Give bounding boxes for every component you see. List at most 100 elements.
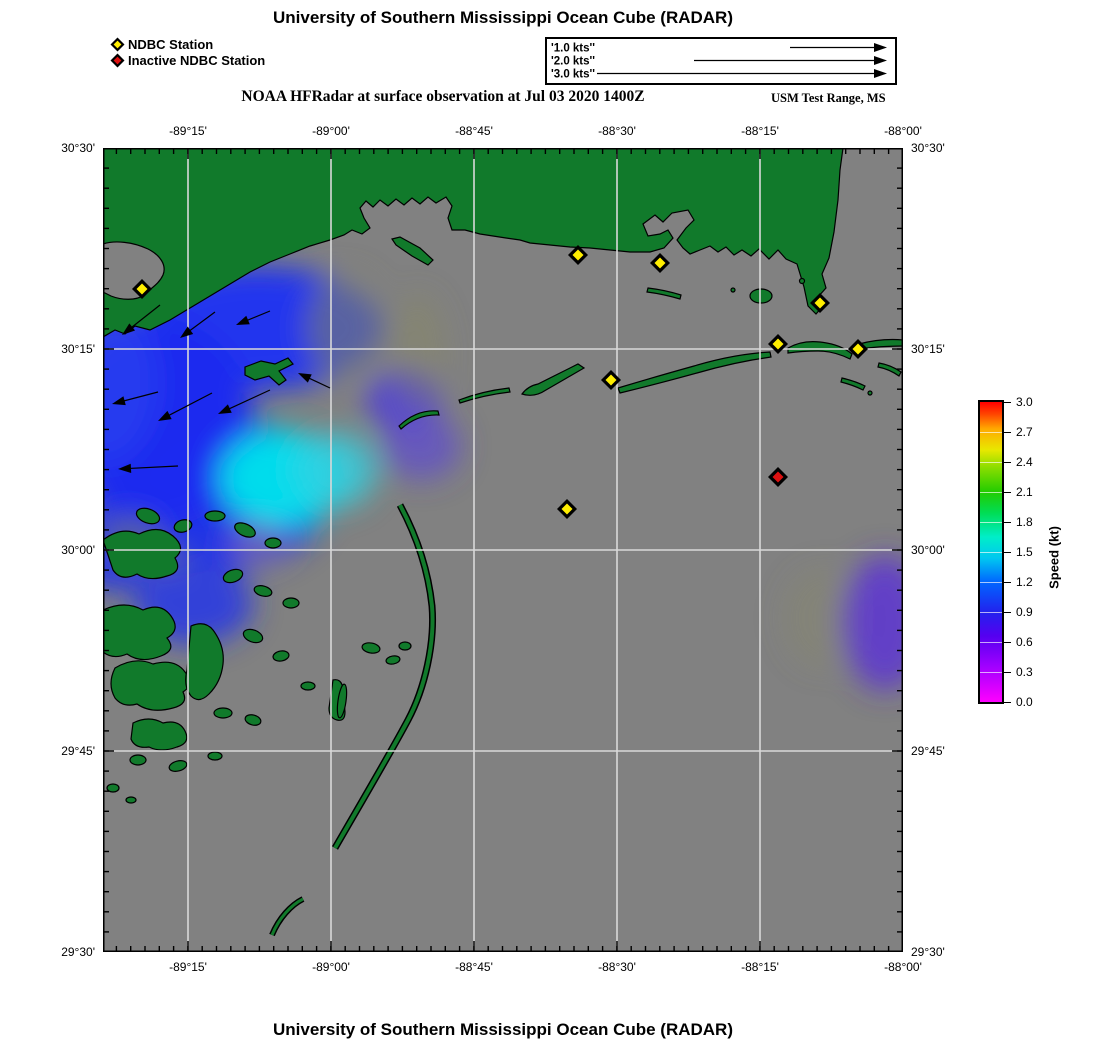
inactive-ndbc-station-marker [768, 467, 788, 487]
colorbar-tick [1004, 522, 1011, 523]
colorbar-tick-label: 0.3 [1016, 665, 1033, 679]
scale-row-label: '2.0 kts'' [551, 56, 595, 68]
legend-row-active: NDBC Station [110, 36, 265, 52]
colorbar-tick [1004, 582, 1011, 583]
latitude-label: 30°30' [911, 141, 945, 155]
cat-island [244, 357, 294, 386]
ndbc-station-marker [568, 245, 588, 265]
graticule [103, 148, 903, 952]
ndbc-station-icon [110, 37, 125, 51]
velocity-scale-box: '1.0 kts'' '2.0 kts'' '3.0 kts'' [545, 37, 897, 85]
colorbar-tick-label: 0.6 [1016, 635, 1033, 649]
current-arrow-head [218, 404, 232, 414]
ndbc-station-marker [810, 293, 830, 313]
colorbar-tick-label: 1.5 [1016, 545, 1033, 559]
footer-title: University of Southern Mississippi Ocean… [272, 1020, 733, 1039]
scale-row-label: '3.0 kts'' [551, 69, 595, 81]
current-arrow-head [118, 463, 132, 473]
current-arrow-head [298, 373, 312, 383]
ndbc-station-marker [650, 253, 670, 273]
ship-island [521, 363, 586, 396]
scale-row-label: '1.0 kts'' [551, 43, 595, 55]
longitude-label: -89°15' [169, 960, 207, 974]
dauphin-island [858, 338, 903, 350]
scale-arrow-head [874, 43, 887, 52]
current-arrow-head [180, 326, 194, 338]
colorbar-tick [1004, 552, 1011, 553]
colorbar-gridline [980, 552, 1002, 553]
colorbar-tick [1004, 612, 1011, 613]
ndbc-station-marker [557, 499, 577, 519]
colorbar-gridline [980, 672, 1002, 673]
current-arrow-head [158, 410, 172, 421]
colorbar-gridline [980, 492, 1002, 493]
legend-label-active: NDBC Station [128, 36, 214, 52]
ndbc-station-marker [768, 334, 788, 354]
range-label: USM Test Range, MS [771, 91, 886, 105]
legend-row-inactive: Inactive NDBC Station [110, 52, 265, 68]
inactive-ndbc-station-icon [110, 53, 125, 67]
latitude-label: 30°00' [61, 543, 95, 557]
latitude-label: 29°45' [61, 744, 95, 758]
longitude-label: -88°45' [455, 960, 493, 974]
station-markers [132, 245, 868, 519]
latitude-label: 29°30' [911, 945, 945, 959]
ndbc-station-marker [601, 370, 621, 390]
colorbar-tick-label: 3.0 [1016, 395, 1033, 409]
longitude-label: -88°00' [884, 124, 922, 138]
colorbar-axis-label: Speed (kt) [1046, 526, 1062, 589]
horn-island [617, 351, 772, 394]
mainland-coast [103, 148, 844, 338]
ndbc-station-marker [848, 339, 868, 359]
colorbar-gridline [980, 462, 1002, 463]
colorbar-tick [1004, 642, 1011, 643]
latitude-label: 30°00' [911, 543, 945, 557]
longitude-label: -89°00' [312, 960, 350, 974]
longitude-label: -88°15' [741, 124, 779, 138]
lake-borgne-bay [103, 241, 165, 300]
colorbar-tick-label: 0.0 [1016, 695, 1033, 709]
scale-arrow-head [874, 56, 887, 65]
land-masses [103, 148, 903, 937]
map-subtitle: NOAA HFRadar at surface observation at J… [241, 88, 645, 105]
latitude-label: 30°15' [911, 342, 945, 356]
latitude-label: 29°30' [61, 945, 95, 959]
current-arrow-line [121, 465, 179, 470]
legend-label-inactive: Inactive NDBC Station [128, 52, 266, 68]
current-arrow-head [122, 323, 136, 335]
map-area: -89°15' -89°00' -88°45' -88°30' -88°15' -88°0… [61, 124, 945, 974]
colorbar-gridline [980, 522, 1002, 523]
colorbar-tick-label: 0.9 [1016, 605, 1033, 619]
scale-arrow-head [874, 69, 887, 78]
colorbar-tick [1004, 462, 1011, 463]
current-arrow-head [236, 315, 250, 325]
colorbar-gridline [980, 432, 1002, 433]
page-title: University of Southern Mississippi Ocean… [272, 8, 733, 27]
colorbar-gridline [980, 642, 1002, 643]
latitude-label: 30°30' [61, 141, 95, 155]
current-arrow-head [112, 396, 126, 406]
colorbar-tick [1004, 672, 1011, 673]
colorbar-tick [1004, 492, 1011, 493]
colorbar-tick-label: 2.1 [1016, 485, 1033, 499]
latitude-label: 29°45' [911, 744, 945, 758]
colorbar-tick [1004, 402, 1011, 403]
current-arrows [112, 304, 331, 473]
colorbar-tick-label: 2.4 [1016, 455, 1033, 469]
colorbar-gridline [980, 582, 1002, 583]
longitude-label: -88°45' [455, 124, 493, 138]
colorbar-gridline [980, 612, 1002, 613]
longitude-label: -88°00' [884, 960, 922, 974]
longitude-label: -88°30' [598, 124, 636, 138]
colorbar-tick [1004, 702, 1011, 703]
ndbc-station-marker [132, 279, 152, 299]
colorbar-tick [1004, 432, 1011, 433]
current-arrow-line [161, 392, 213, 420]
velocity-scale-arrows: '1.0 kts'''2.0 kts'''3.0 kts'' [551, 43, 887, 81]
longitude-label: -88°15' [741, 960, 779, 974]
colorbar-tick-label: 1.2 [1016, 575, 1033, 589]
latitude-label: 30°15' [61, 342, 95, 356]
colorbar-tick-label: 2.7 [1016, 425, 1033, 439]
coastal-map [103, 148, 903, 952]
